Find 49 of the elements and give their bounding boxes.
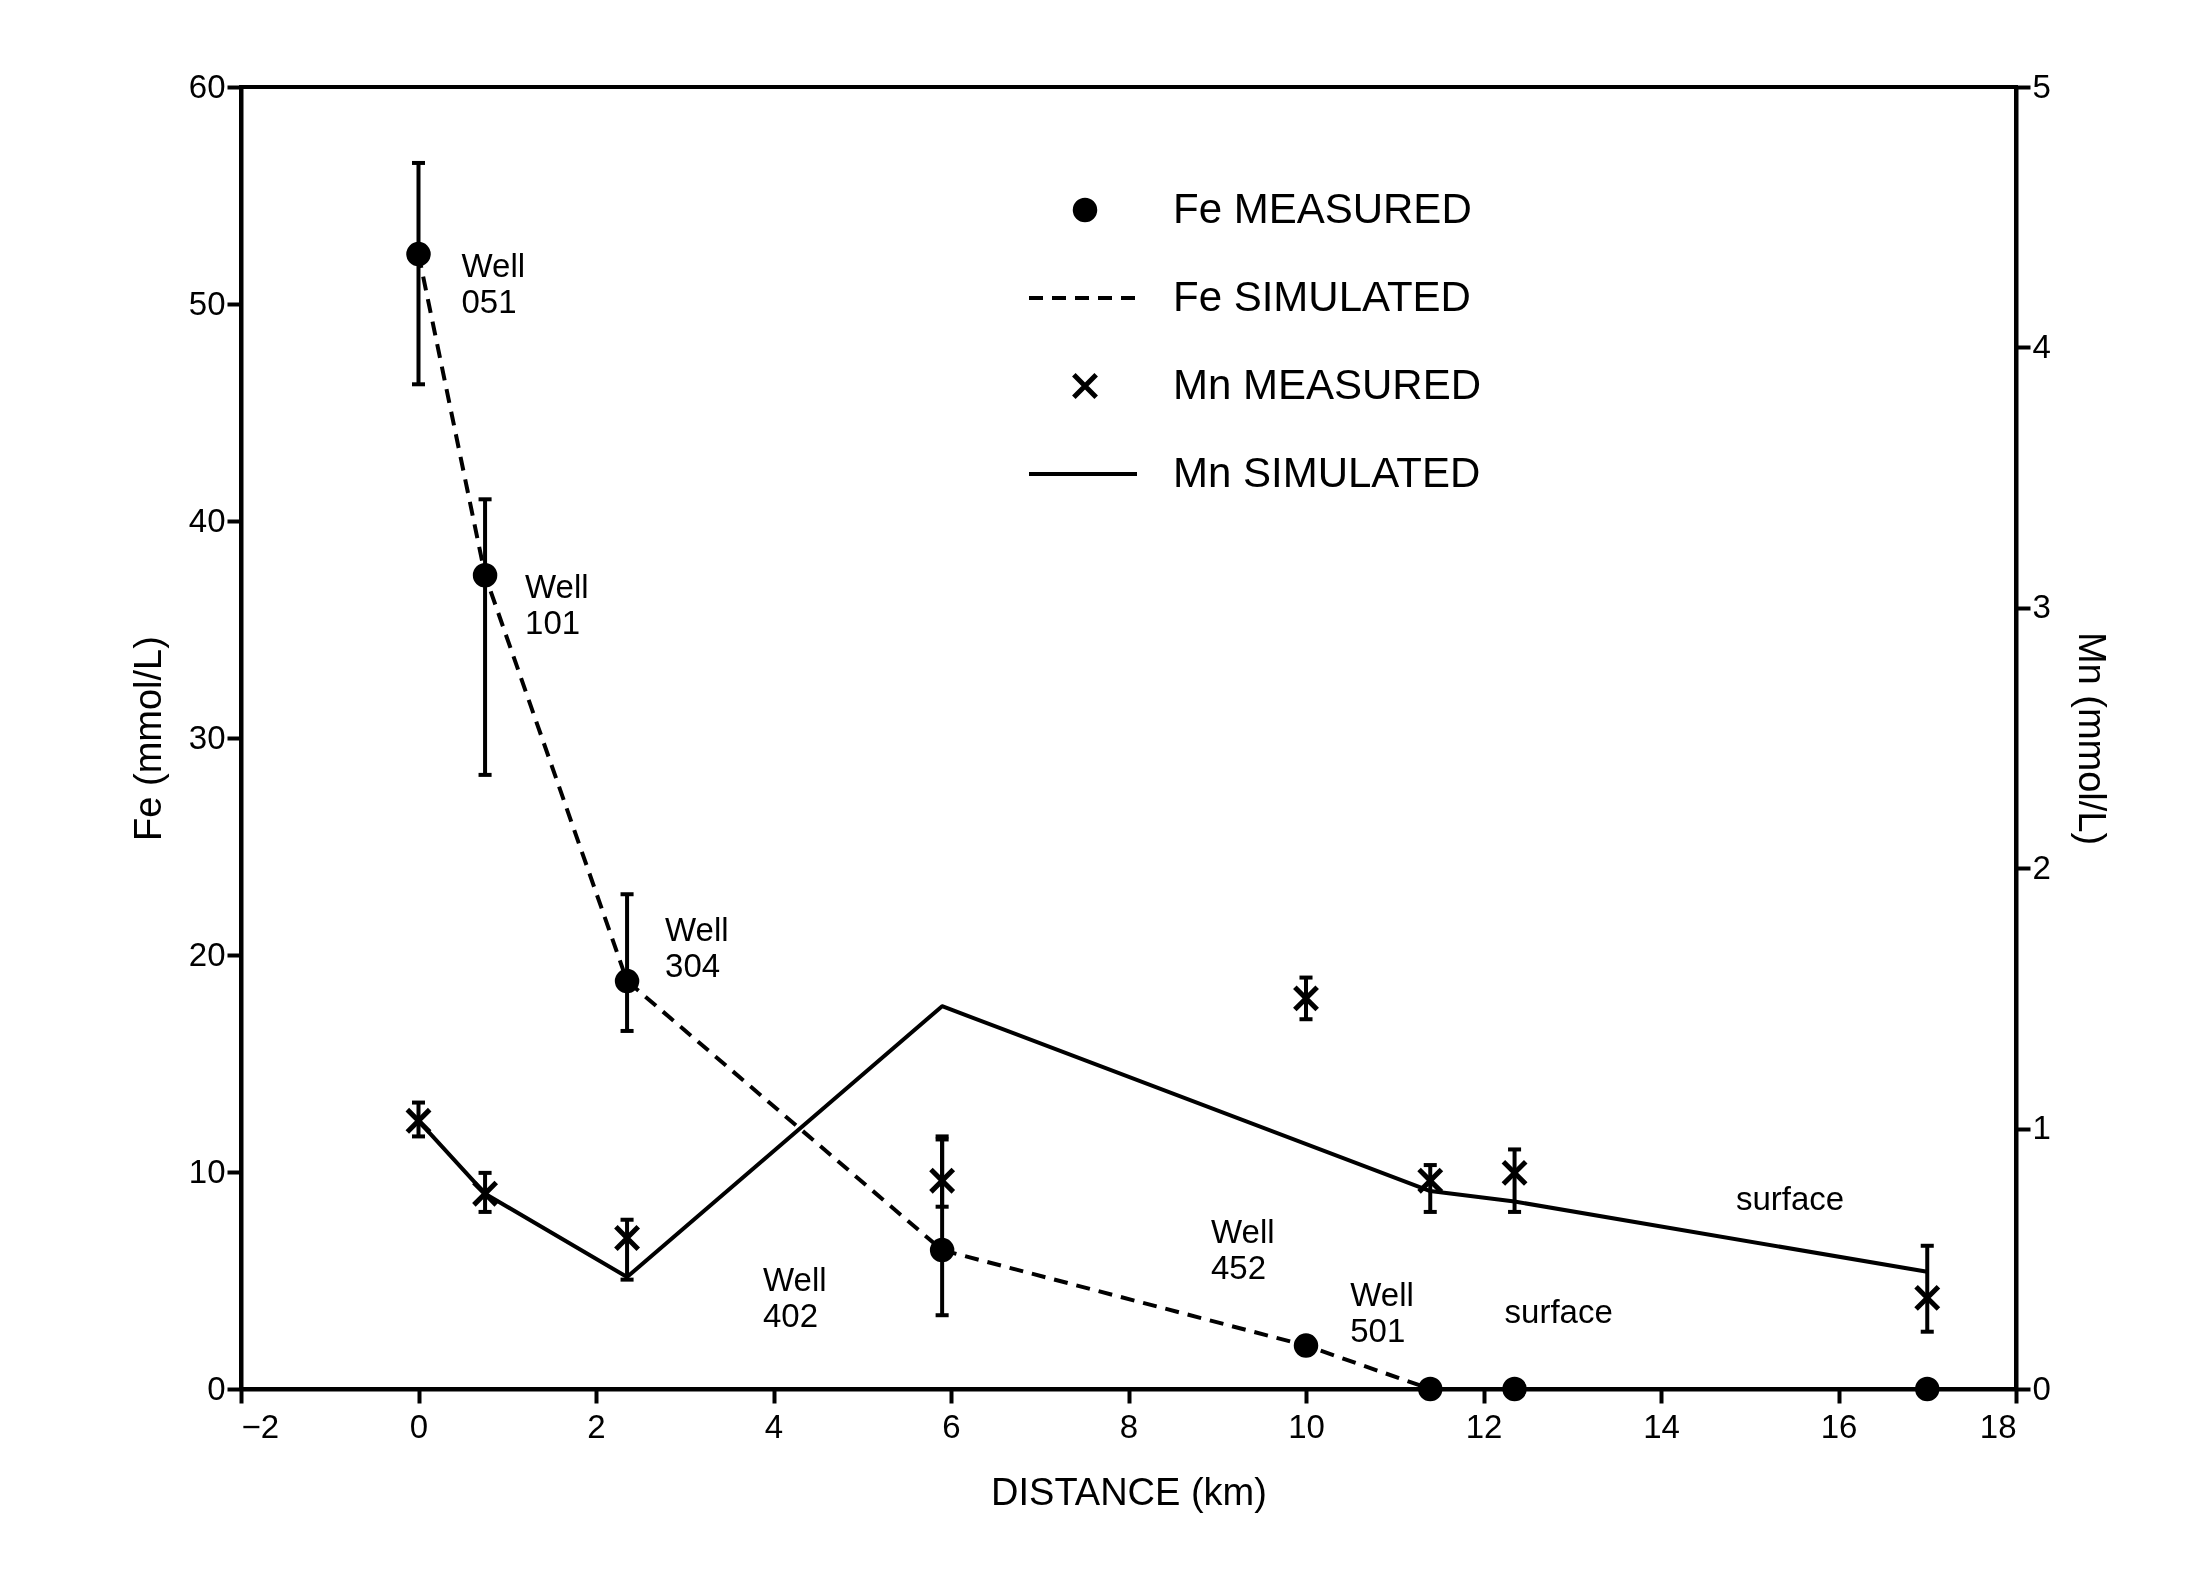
x-tick-label: 10 [1288,1407,1325,1445]
y-tick-label: 60 [188,67,226,105]
x-tick-label: 18 [1979,1407,2017,1445]
annotation: Well 452 [1211,1212,1275,1286]
y2-tick-label: 5 [2032,67,2051,105]
y-tick-label: 20 [188,935,226,973]
x-tick-label: 12 [1465,1407,1503,1445]
y-tick-label: 30 [188,718,226,756]
annotation: Well 304 [665,911,729,985]
x-tick-label: −2 [241,1407,280,1445]
x-tick-label: 6 [942,1407,961,1445]
x-tick-label: 14 [1643,1407,1680,1445]
point [1416,1167,1444,1195]
y2-tick-label: 4 [2032,327,2051,365]
annotation: Well 501 [1350,1276,1414,1349]
y2-tick-label: 1 [2032,1109,2051,1147]
legend-label: Fe MEASURED [1173,185,1472,232]
point [1293,1333,1319,1358]
y-tick-label: 50 [188,284,226,322]
y-tick-label: 0 [207,1369,226,1407]
x-axis-title: DISTANCE (km) [991,1470,1267,1513]
point [1292,984,1320,1013]
y-axis-title: Fe (mmol/L) [126,636,169,841]
point [928,1167,956,1195]
annotation: Well 101 [525,568,589,642]
x-tick-label: 8 [1119,1407,1139,1445]
point [1915,1376,1940,1402]
x-tick-label: 0 [409,1407,429,1445]
point [1418,1376,1443,1402]
y-tick-label: 40 [188,501,226,539]
annotation: surface [1504,1293,1613,1330]
point [1502,1376,1527,1402]
legend-label: Mn SIMULATED [1173,449,1481,496]
y-tick-label: 10 [188,1152,226,1190]
x-tick-label: 2 [587,1407,606,1445]
annotation: Well 402 [763,1261,827,1334]
x-tick-label: 16 [1820,1407,1858,1445]
y2-tick-label: 0 [2032,1369,2051,1407]
point [1500,1159,1529,1187]
annotation: Well 051 [461,247,526,321]
annotation: surface [1736,1180,1845,1217]
x-tick-label: 4 [764,1407,784,1445]
y2-axis-title: Mn (mmol/L) [2070,631,2113,846]
y2-tick-label: 3 [2032,588,2051,626]
y2-tick-label: 2 [2032,848,2051,886]
point [613,1224,641,1252]
legend-label: Mn MEASURED [1173,361,1482,408]
point [1913,1284,1941,1312]
legend-label: Fe SIMULATED [1173,273,1471,320]
